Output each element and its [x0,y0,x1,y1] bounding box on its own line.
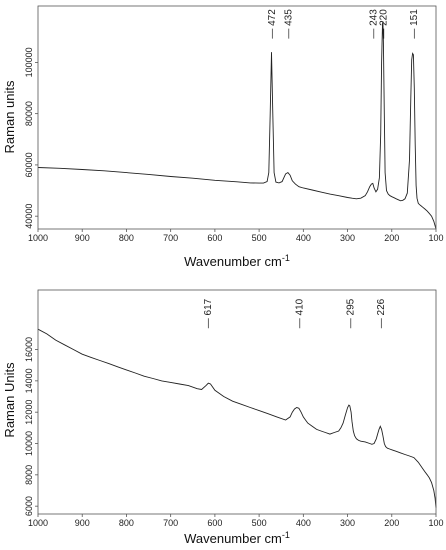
chart-bottom-xtick-label: 300 [340,518,355,528]
chart-bottom-series-line [37,328,437,508]
chart-bottom-ytick-label: 14000 [24,368,34,393]
chart-top-xlabel: Wavenumber cm-1 [184,253,290,269]
chart-top-peak-label: — 220 [378,9,389,39]
chart-top-ytick-label: 40000 [24,204,34,229]
chart-bottom-ticks: 1000 900 800 700 600 500 400 300 200 100 6000 8000 1… [24,337,444,528]
chart-bottom-peak-label: — 617 [203,298,214,328]
chart-bottom-ytick-label: 8000 [24,465,34,485]
chart-top-peak-label: — 435 [283,9,294,39]
chart-bottom-xtick-label: 1000 [28,518,48,528]
chart-bottom-ylabel: Raman Units [2,362,17,438]
chart-bottom-peak-label: — 410 [294,298,305,328]
chart-bottom-ytick-label: 16000 [24,337,34,362]
chart-bottom-xtick-label: 500 [252,518,267,528]
chart-bottom-ytick-label: 12000 [24,400,34,425]
chart-top-ticks: 1000 900 800 700 600 500 400 300 200 100 40000 6000… [24,47,444,243]
chart-bottom-xlabel-sup: -1 [282,530,290,540]
chart-top: 1000 900 800 700 600 500 400 300 200 100 40000 6000… [2,5,444,269]
chart-top-xtick-label: 500 [252,233,267,243]
chart-top-xtick-label: 100 [428,233,443,243]
chart-top-xtick-label: 200 [384,233,399,243]
chart-top-xtick-label: 600 [207,233,222,243]
chart-bottom-xlabel: Wavenumber cm-1 [184,530,290,546]
chart-bottom: 1000 900 800 700 600 500 400 300 200 100 6000 8000 1… [2,289,444,546]
chart-top-xtick-label: 900 [75,233,90,243]
chart-bottom-xtick-label: 900 [75,518,90,528]
chart-top-peak-label: — 151 [409,9,420,39]
chart-bottom-xtick-label: 800 [119,518,134,528]
chart-top-ylabel: Raman units [2,80,17,153]
chart-top-xtick-label: 700 [163,233,178,243]
chart-top-frame [37,5,437,230]
chart-top-xtick-label: 800 [119,233,134,243]
chart-bottom-peak-label: — 226 [376,298,387,328]
chart-bottom-annotations: — 617 — 410 — 295 — 226 [203,298,387,328]
chart-bottom-ytick-label: 10000 [24,431,34,456]
chart-top-xlabel-text: Wavenumber cm [184,254,282,269]
chart-top-xtick-label: 400 [296,233,311,243]
chart-bottom-xlabel-text: Wavenumber cm [184,531,282,546]
chart-top-xtick-label: 1000 [28,233,48,243]
chart-bottom-peak-label: — 295 [345,298,356,328]
chart-bottom-xtick-label: 700 [163,518,178,528]
chart-bottom-ytick-label: 6000 [24,496,34,516]
chart-bottom-xtick-label: 200 [384,518,399,528]
chart-bottom-xtick-label: 600 [207,518,222,528]
chart-bottom-frame [37,289,437,515]
chart-bottom-xtick-label: 100 [428,518,443,528]
chart-top-xlabel-sup: -1 [282,253,290,263]
chart-top-peak-label: — 243 [368,9,379,39]
chart-top-peak-label: — 472 [267,9,278,39]
chart-top-series-line [37,21,437,230]
chart-top-ytick-label: 80000 [24,101,34,126]
chart-top-ytick-label: 60000 [24,152,34,177]
chart-bottom-xtick-label: 400 [296,518,311,528]
chart-top-ytick-label: 100000 [24,47,34,77]
chart-top-xtick-label: 300 [340,233,355,243]
chart-top-annotations: — 472 — 435 — 243— 220 — 151 [267,9,420,39]
